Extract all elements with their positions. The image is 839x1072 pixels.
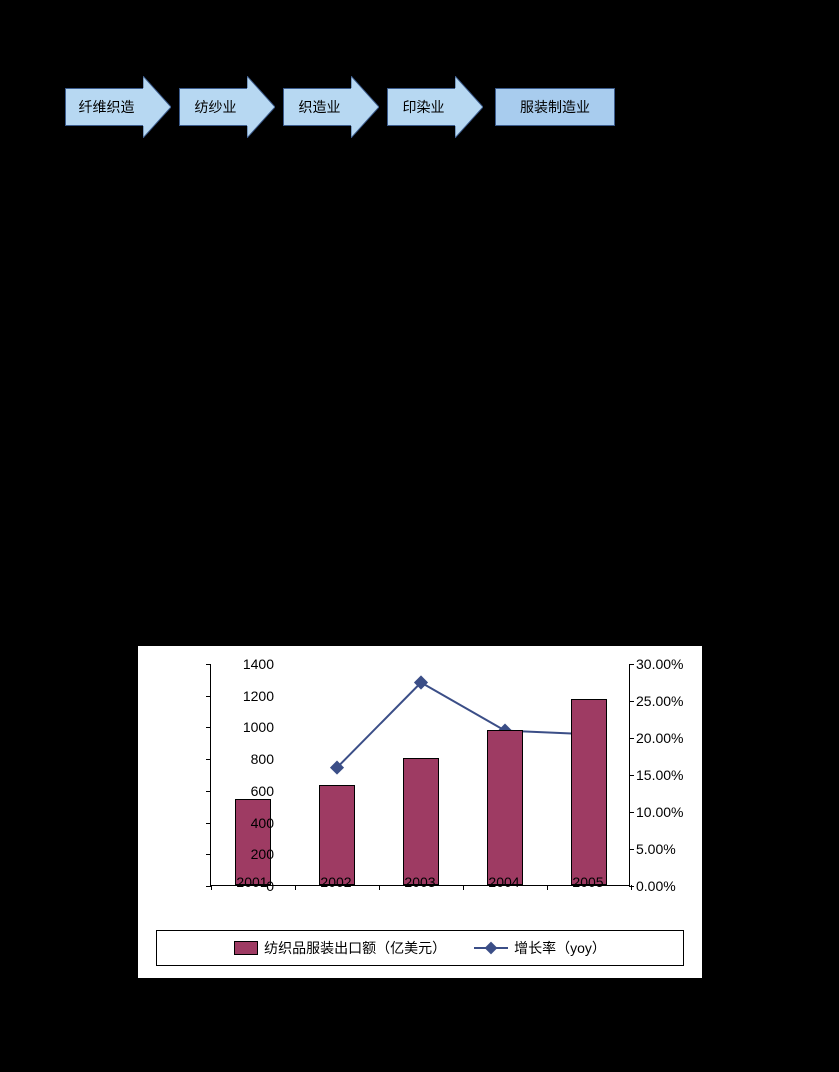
arrow-head-icon [143,76,171,138]
flowchart-node-label: 纤维织造 [65,88,143,126]
flowchart-final-node: 服装制造业 [495,88,615,126]
ytick-right-label: 15.00% [636,767,683,783]
bar [571,699,607,885]
legend-bar-label: 纺织品服装出口额（亿美元） [264,938,446,958]
export-chart: 纺织品服装出口额（亿美元） 增长率（yoy） 02004006008001000… [138,646,702,978]
ytick-right-label: 25.00% [636,693,683,709]
xtick-label: 2005 [572,874,603,890]
xtick-label: 2002 [320,874,351,890]
bar [235,799,271,885]
ytick-left-label: 400 [224,815,274,831]
ytick-right-label: 5.00% [636,841,676,857]
bar [319,785,355,885]
flowchart-arrow-node: 纤维织造 [65,76,171,138]
bar [403,758,439,885]
legend-line-label: 增长率（yoy） [514,938,606,958]
ytick-right-label: 20.00% [636,730,683,746]
xtick-label: 2003 [404,874,435,890]
flowchart-node-label: 纺纱业 [179,88,247,126]
legend-line-swatch [474,942,508,954]
ytick-left-label: 600 [224,783,274,799]
arrow-head-icon [247,76,275,138]
industry-flowchart: 纤维织造纺纱业织造业印染业 服装制造业 [65,76,615,138]
flowchart-arrow-node: 织造业 [283,76,379,138]
ytick-left-label: 1000 [224,719,274,735]
ytick-right-label: 30.00% [636,656,683,672]
legend-bar-swatch [234,941,258,955]
ytick-left-label: 1400 [224,656,274,672]
flowchart-arrow-node: 纺纱业 [179,76,275,138]
chart-legend: 纺织品服装出口额（亿美元） 增长率（yoy） [156,930,684,966]
ytick-right-label: 0.00% [636,878,676,894]
legend-line: 增长率（yoy） [474,938,606,958]
bar [487,730,523,885]
flowchart-arrow-node: 印染业 [387,76,483,138]
xtick-label: 2004 [488,874,519,890]
legend-bar: 纺织品服装出口额（亿美元） [234,938,446,958]
ytick-left-label: 200 [224,846,274,862]
ytick-left-label: 800 [224,751,274,767]
ytick-right-label: 10.00% [636,804,683,820]
ytick-left-label: 1200 [224,688,274,704]
arrow-head-icon [455,76,483,138]
flowchart-node-label: 印染业 [387,88,455,126]
arrow-head-icon [351,76,379,138]
flowchart-node-label: 织造业 [283,88,351,126]
xtick-label: 2001 [236,874,267,890]
